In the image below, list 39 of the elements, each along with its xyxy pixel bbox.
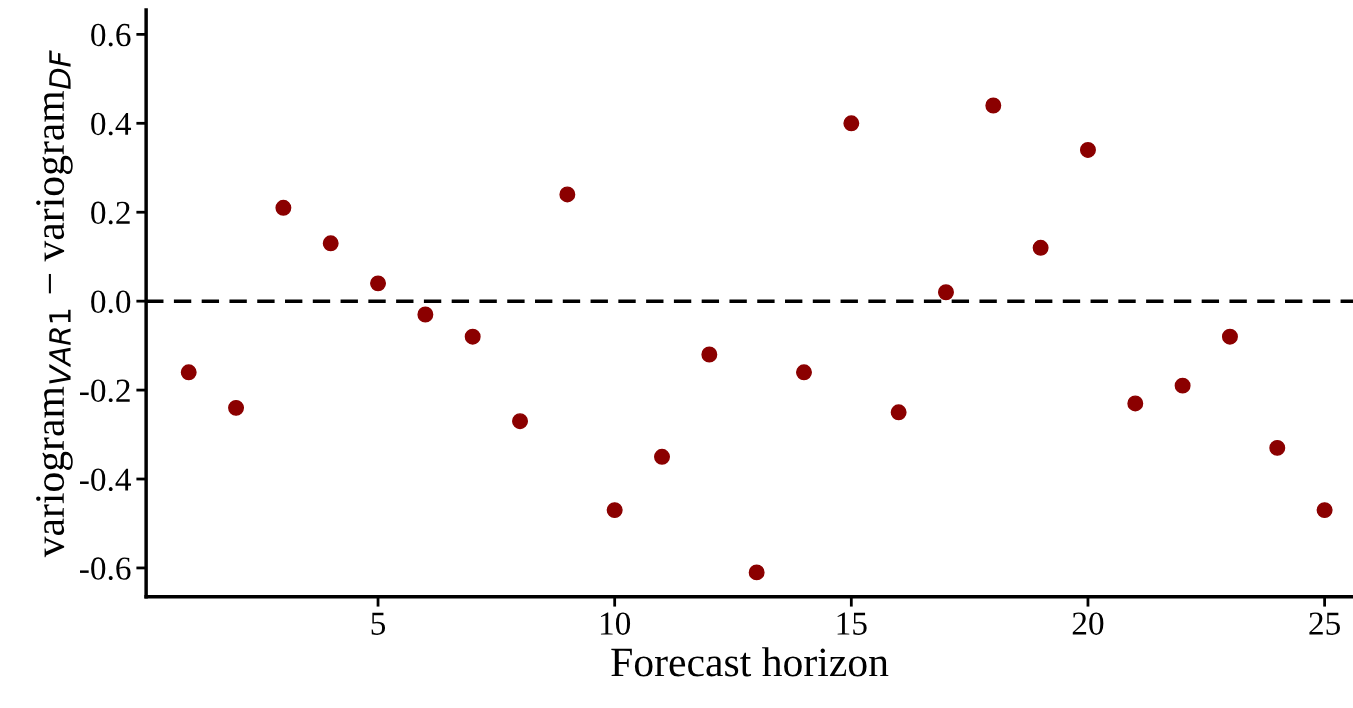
x-tick-label: 25 (1309, 612, 1340, 635)
x-axis-title: Forecast horizon (611, 647, 889, 677)
y-tick-label: 0.0 (91, 290, 131, 314)
point (559, 186, 576, 203)
y-axis-title: variogram$_{VAR1}$ − variogram$_{DF}$ (36, 50, 73, 558)
point (1127, 395, 1144, 412)
point (606, 502, 623, 519)
y-tick-label: 0.4 (91, 112, 132, 136)
point (275, 199, 292, 216)
point (796, 364, 812, 381)
x-tick-label: 15 (837, 612, 867, 635)
point (512, 413, 528, 430)
point (937, 284, 954, 301)
y-tick-label: -0.6 (80, 557, 131, 580)
point (180, 364, 197, 381)
point (1079, 141, 1096, 158)
point (1032, 239, 1049, 256)
point (890, 404, 907, 421)
point (654, 448, 670, 465)
y-tick-label: 0.6 (91, 23, 131, 47)
y-tick-label: -0.2 (80, 379, 130, 403)
point (417, 306, 434, 323)
point (701, 346, 718, 363)
point (1221, 328, 1238, 345)
point (464, 328, 481, 345)
x-tick-label: 20 (1072, 612, 1104, 635)
point (322, 235, 339, 252)
point (370, 275, 387, 292)
y-tick-label: -0.4 (80, 468, 132, 492)
y-tick-label: 0.2 (91, 201, 130, 225)
point (748, 564, 765, 581)
x-tick-label: 5 (371, 612, 386, 635)
point (1174, 377, 1191, 394)
point (985, 97, 1002, 114)
point (1269, 439, 1286, 456)
point (843, 115, 860, 132)
point (228, 399, 245, 416)
point (1316, 502, 1333, 519)
x-tick-label: 10 (600, 612, 631, 635)
